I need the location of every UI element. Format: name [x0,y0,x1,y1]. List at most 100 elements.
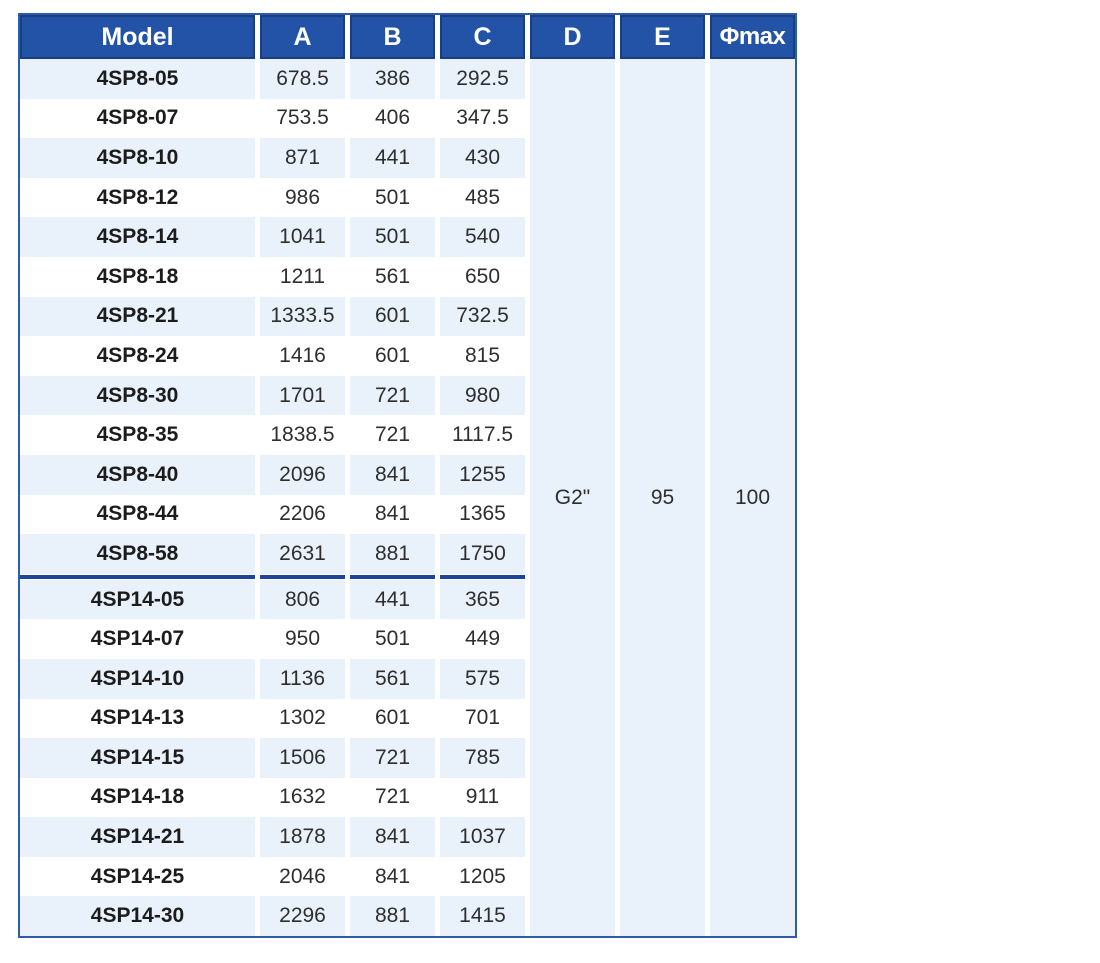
dimension-a-cell: 1333.5 [260,296,345,337]
model-cell: 4SP8-05 [20,59,255,99]
model-cell: 4SP8-21 [20,296,255,337]
dimension-c-cell: 430 [440,138,525,178]
model-cell: 4SP8-07 [20,98,255,139]
model-cell: 4SP8-14 [20,217,255,257]
model-cell: 4SP8-18 [20,256,255,297]
model-cell: 4SP14-15 [20,738,255,778]
dimension-c-cell: 347.5 [440,98,525,139]
dimension-a-cell: 2206 [260,494,345,535]
dimension-b-cell: 601 [350,296,435,337]
dimension-b-cell: 441 [350,138,435,178]
dimension-b-cell: 501 [350,177,435,218]
group-separator-segment [350,573,435,580]
dimension-b-cell: 841 [350,494,435,535]
model-cell: 4SP14-30 [20,896,255,937]
dimension-b-cell: 721 [350,415,435,455]
dimension-a-cell: 1506 [260,738,345,778]
dimension-a-cell: 806 [260,579,345,620]
dimension-b-cell: 601 [350,698,435,739]
model-cell: 4SP8-40 [20,454,255,495]
dimension-a-cell: 678.5 [260,59,345,99]
group-separator-segment [20,573,255,580]
dimension-a-cell: 1701 [260,375,345,416]
model-cell: 4SP8-58 [20,534,255,574]
dimension-c-cell: 1365 [440,494,525,535]
dimension-c-cell: 485 [440,177,525,218]
dimension-c-cell: 449 [440,619,525,659]
dimension-a-cell: 871 [260,138,345,178]
dimension-c-cell: 575 [440,658,525,699]
dimension-a-cell: 986 [260,177,345,218]
model-cell: 4SP14-07 [20,619,255,659]
dimension-c-cell: 732.5 [440,296,525,337]
dimension-c-cell: 1750 [440,534,525,574]
model-cell: 4SP14-21 [20,817,255,857]
dimension-b-cell: 561 [350,658,435,699]
dimension-b-cell: 406 [350,98,435,139]
dimension-c-cell: 1037 [440,817,525,857]
dimension-c-cell: 365 [440,579,525,620]
dimension-a-cell: 950 [260,619,345,659]
dimension-a-cell: 1878 [260,817,345,857]
col-header-c: C [440,15,525,59]
dimensions-table: Model A B C D E Φmax G2" 95 100 4SP8-05 6… [18,13,797,939]
model-cell: 4SP8-30 [20,375,255,416]
model-cell: 4SP8-12 [20,177,255,218]
dimension-b-cell: 601 [350,336,435,376]
merged-cell-d: G2" [530,59,615,937]
dimension-b-cell: 721 [350,738,435,778]
model-cell: 4SP14-13 [20,698,255,739]
dimension-b-cell: 561 [350,256,435,297]
dimensions-table-grid: Model A B C D E Φmax G2" 95 100 4SP8-05 6… [20,15,795,937]
dimension-c-cell: 650 [440,256,525,297]
dimension-a-cell: 1136 [260,658,345,699]
dimension-c-cell: 1205 [440,856,525,897]
model-cell: 4SP8-35 [20,415,255,455]
dimension-c-cell: 540 [440,217,525,257]
dimension-c-cell: 980 [440,375,525,416]
model-cell: 4SP8-24 [20,336,255,376]
model-cell: 4SP8-44 [20,494,255,535]
dimension-c-cell: 1415 [440,896,525,937]
dimension-a-cell: 1838.5 [260,415,345,455]
dimension-b-cell: 501 [350,217,435,257]
dimension-c-cell: 1117.5 [440,415,525,455]
dimension-b-cell: 721 [350,375,435,416]
dimension-b-cell: 721 [350,777,435,818]
dimension-c-cell: 911 [440,777,525,818]
col-header-a: A [260,15,345,59]
col-header-b: B [350,15,435,59]
dimension-b-cell: 386 [350,59,435,99]
dimension-a-cell: 1041 [260,217,345,257]
group-separator-segment [260,573,345,580]
col-header-model: Model [20,15,255,59]
dimension-c-cell: 785 [440,738,525,778]
col-header-d: D [530,15,615,59]
dimension-c-cell: 292.5 [440,59,525,99]
model-cell: 4SP14-25 [20,856,255,897]
model-cell: 4SP14-05 [20,579,255,620]
dimension-a-cell: 1211 [260,256,345,297]
dimension-c-cell: 1255 [440,454,525,495]
dimension-a-cell: 1416 [260,336,345,376]
dimension-c-cell: 701 [440,698,525,739]
model-cell: 4SP14-10 [20,658,255,699]
group-separator-segment [440,573,525,580]
dimension-a-cell: 2631 [260,534,345,574]
dimension-a-cell: 2046 [260,856,345,897]
merged-cell-phimax: 100 [710,59,795,937]
model-cell: 4SP14-18 [20,777,255,818]
model-cell: 4SP8-10 [20,138,255,178]
dimension-b-cell: 841 [350,454,435,495]
merged-cell-e: 95 [620,59,705,937]
dimension-a-cell: 1302 [260,698,345,739]
dimension-b-cell: 841 [350,856,435,897]
dimension-b-cell: 441 [350,579,435,620]
dimension-a-cell: 2296 [260,896,345,937]
dimension-a-cell: 1632 [260,777,345,818]
dimension-b-cell: 501 [350,619,435,659]
dimension-b-cell: 881 [350,896,435,937]
dimension-b-cell: 841 [350,817,435,857]
col-header-phimax: Φmax [710,15,795,59]
col-header-e: E [620,15,705,59]
